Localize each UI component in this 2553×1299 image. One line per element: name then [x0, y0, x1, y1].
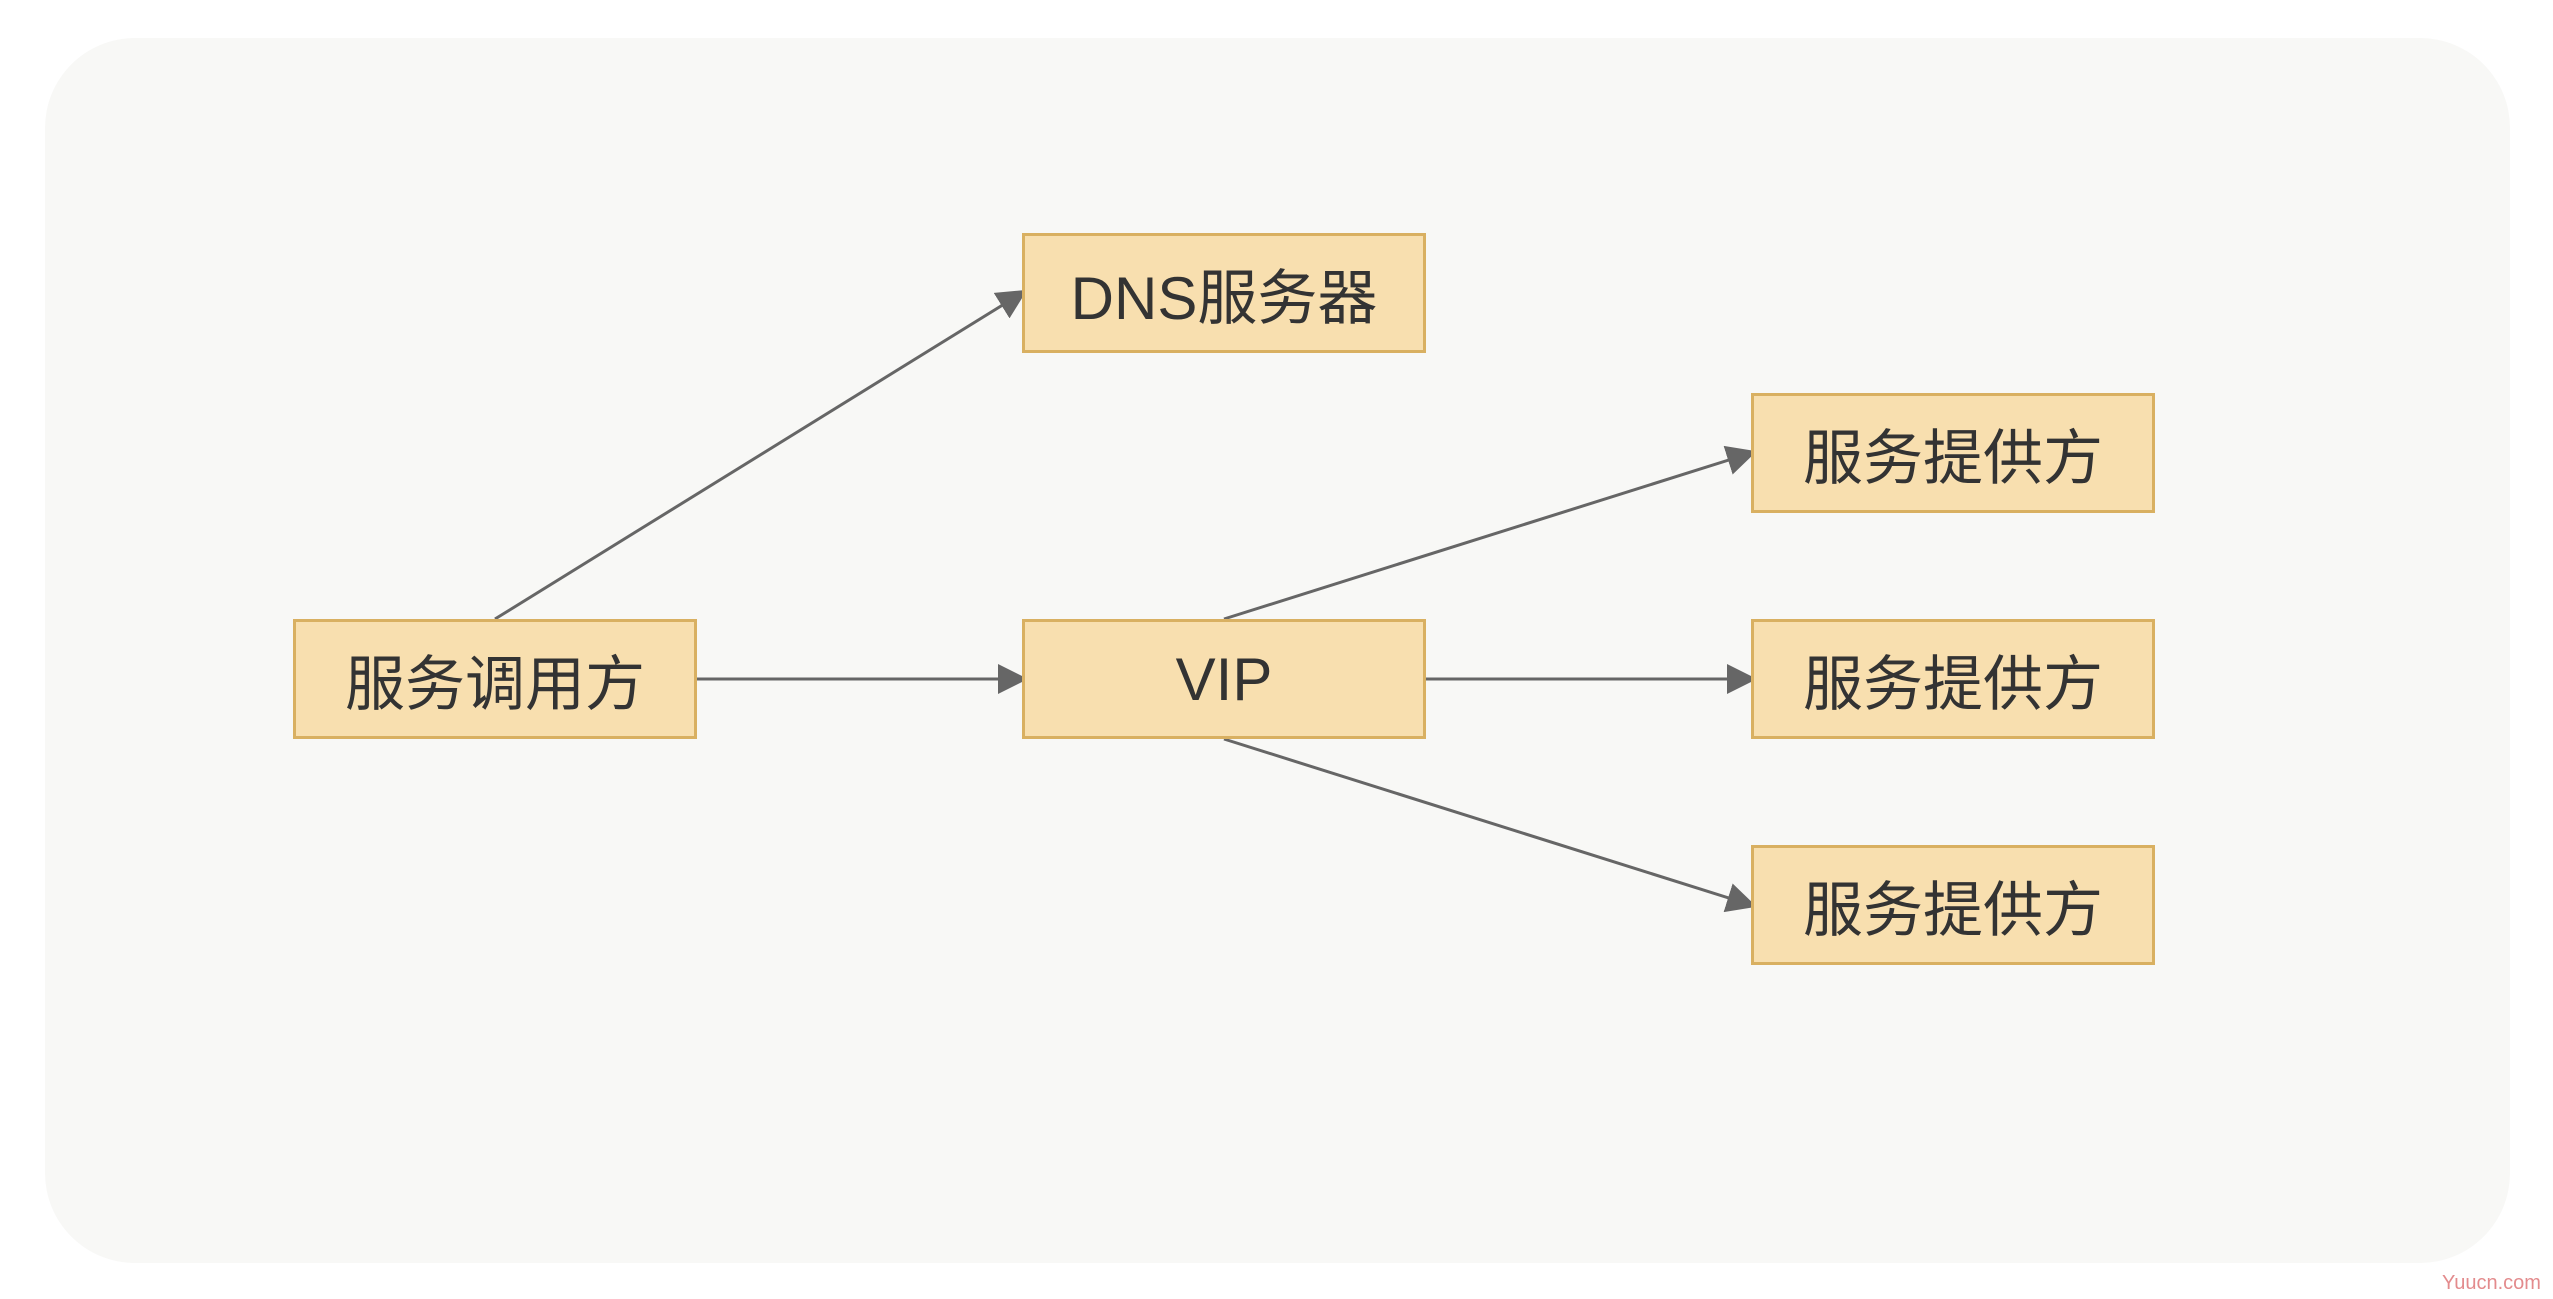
node-prov3: 服务提供方: [1751, 845, 2155, 965]
node-label: 服务提供方: [1803, 636, 2103, 723]
node-dns: DNS服务器: [1022, 233, 1426, 353]
node-label: 服务提供方: [1803, 862, 2103, 949]
node-label: 服务调用方: [345, 636, 645, 723]
node-label: 服务提供方: [1803, 410, 2103, 497]
node-vip: VIP: [1022, 619, 1426, 739]
node-prov2: 服务提供方: [1751, 619, 2155, 739]
watermark-text: Yuucn.com: [2442, 1272, 2541, 1295]
node-caller: 服务调用方: [293, 619, 697, 739]
node-label: VIP: [1176, 645, 1273, 714]
node-label: DNS服务器: [1071, 250, 1378, 337]
node-prov1: 服务提供方: [1751, 393, 2155, 513]
